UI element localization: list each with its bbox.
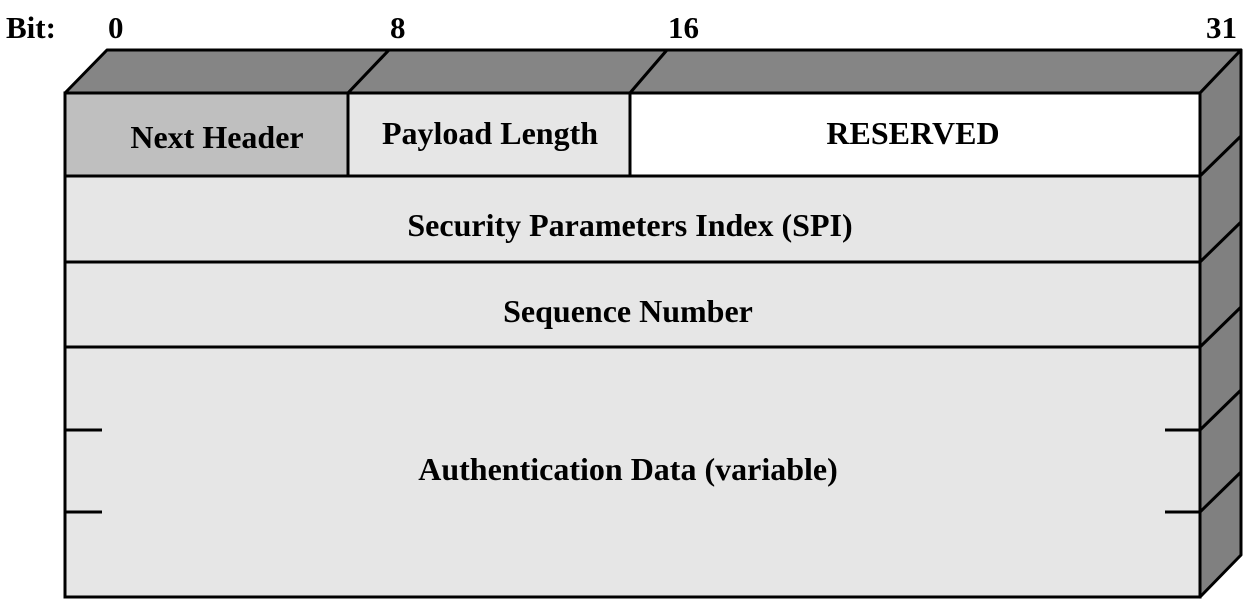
bit-mark-16: 16 <box>668 10 699 45</box>
authentication-data-field <box>63 345 1202 599</box>
field-row-3: Sequence Number <box>63 260 1202 349</box>
side-edge-3 <box>1198 305 1243 349</box>
next-header-field <box>63 91 350 178</box>
top-face <box>63 48 1243 95</box>
next-header-label: Next Header <box>130 119 303 155</box>
side-edge-1 <box>1198 134 1243 178</box>
side-edge-4 <box>1198 388 1243 432</box>
field-row-4: Authentication Data (variable) <box>63 345 1202 599</box>
reserved-field <box>628 91 1202 178</box>
bit-mark-0: 0 <box>108 10 124 45</box>
reserved-label: RESERVED <box>826 115 999 151</box>
top-face-segment-0 <box>63 48 391 95</box>
side-edge-5 <box>1198 470 1243 514</box>
bit-mark-31: 31 <box>1206 10 1237 45</box>
bit-mark-8: 8 <box>390 10 406 45</box>
side-face-panel <box>1198 48 1243 599</box>
side-edge-2 <box>1198 220 1243 264</box>
spi-field <box>63 174 1202 264</box>
bit-prefix-label: Bit: <box>6 10 56 45</box>
spi-label: Security Parameters Index (SPI) <box>407 207 852 243</box>
authentication-data-label: Authentication Data (variable) <box>418 451 838 487</box>
bit-ruler: Bit: 0 8 16 31 <box>6 10 1237 45</box>
sequence-number-field <box>63 260 1202 349</box>
field-row-2: Security Parameters Index (SPI) <box>63 174 1202 264</box>
top-face-segment-2 <box>628 48 1243 95</box>
sequence-number-label: Sequence Number <box>503 293 753 329</box>
payload-length-label: Payload Length <box>382 115 598 151</box>
field-row-1: Next Header Payload Length RESERVED <box>63 91 1202 178</box>
side-face <box>1198 48 1243 599</box>
top-face-segment-1 <box>346 48 669 95</box>
